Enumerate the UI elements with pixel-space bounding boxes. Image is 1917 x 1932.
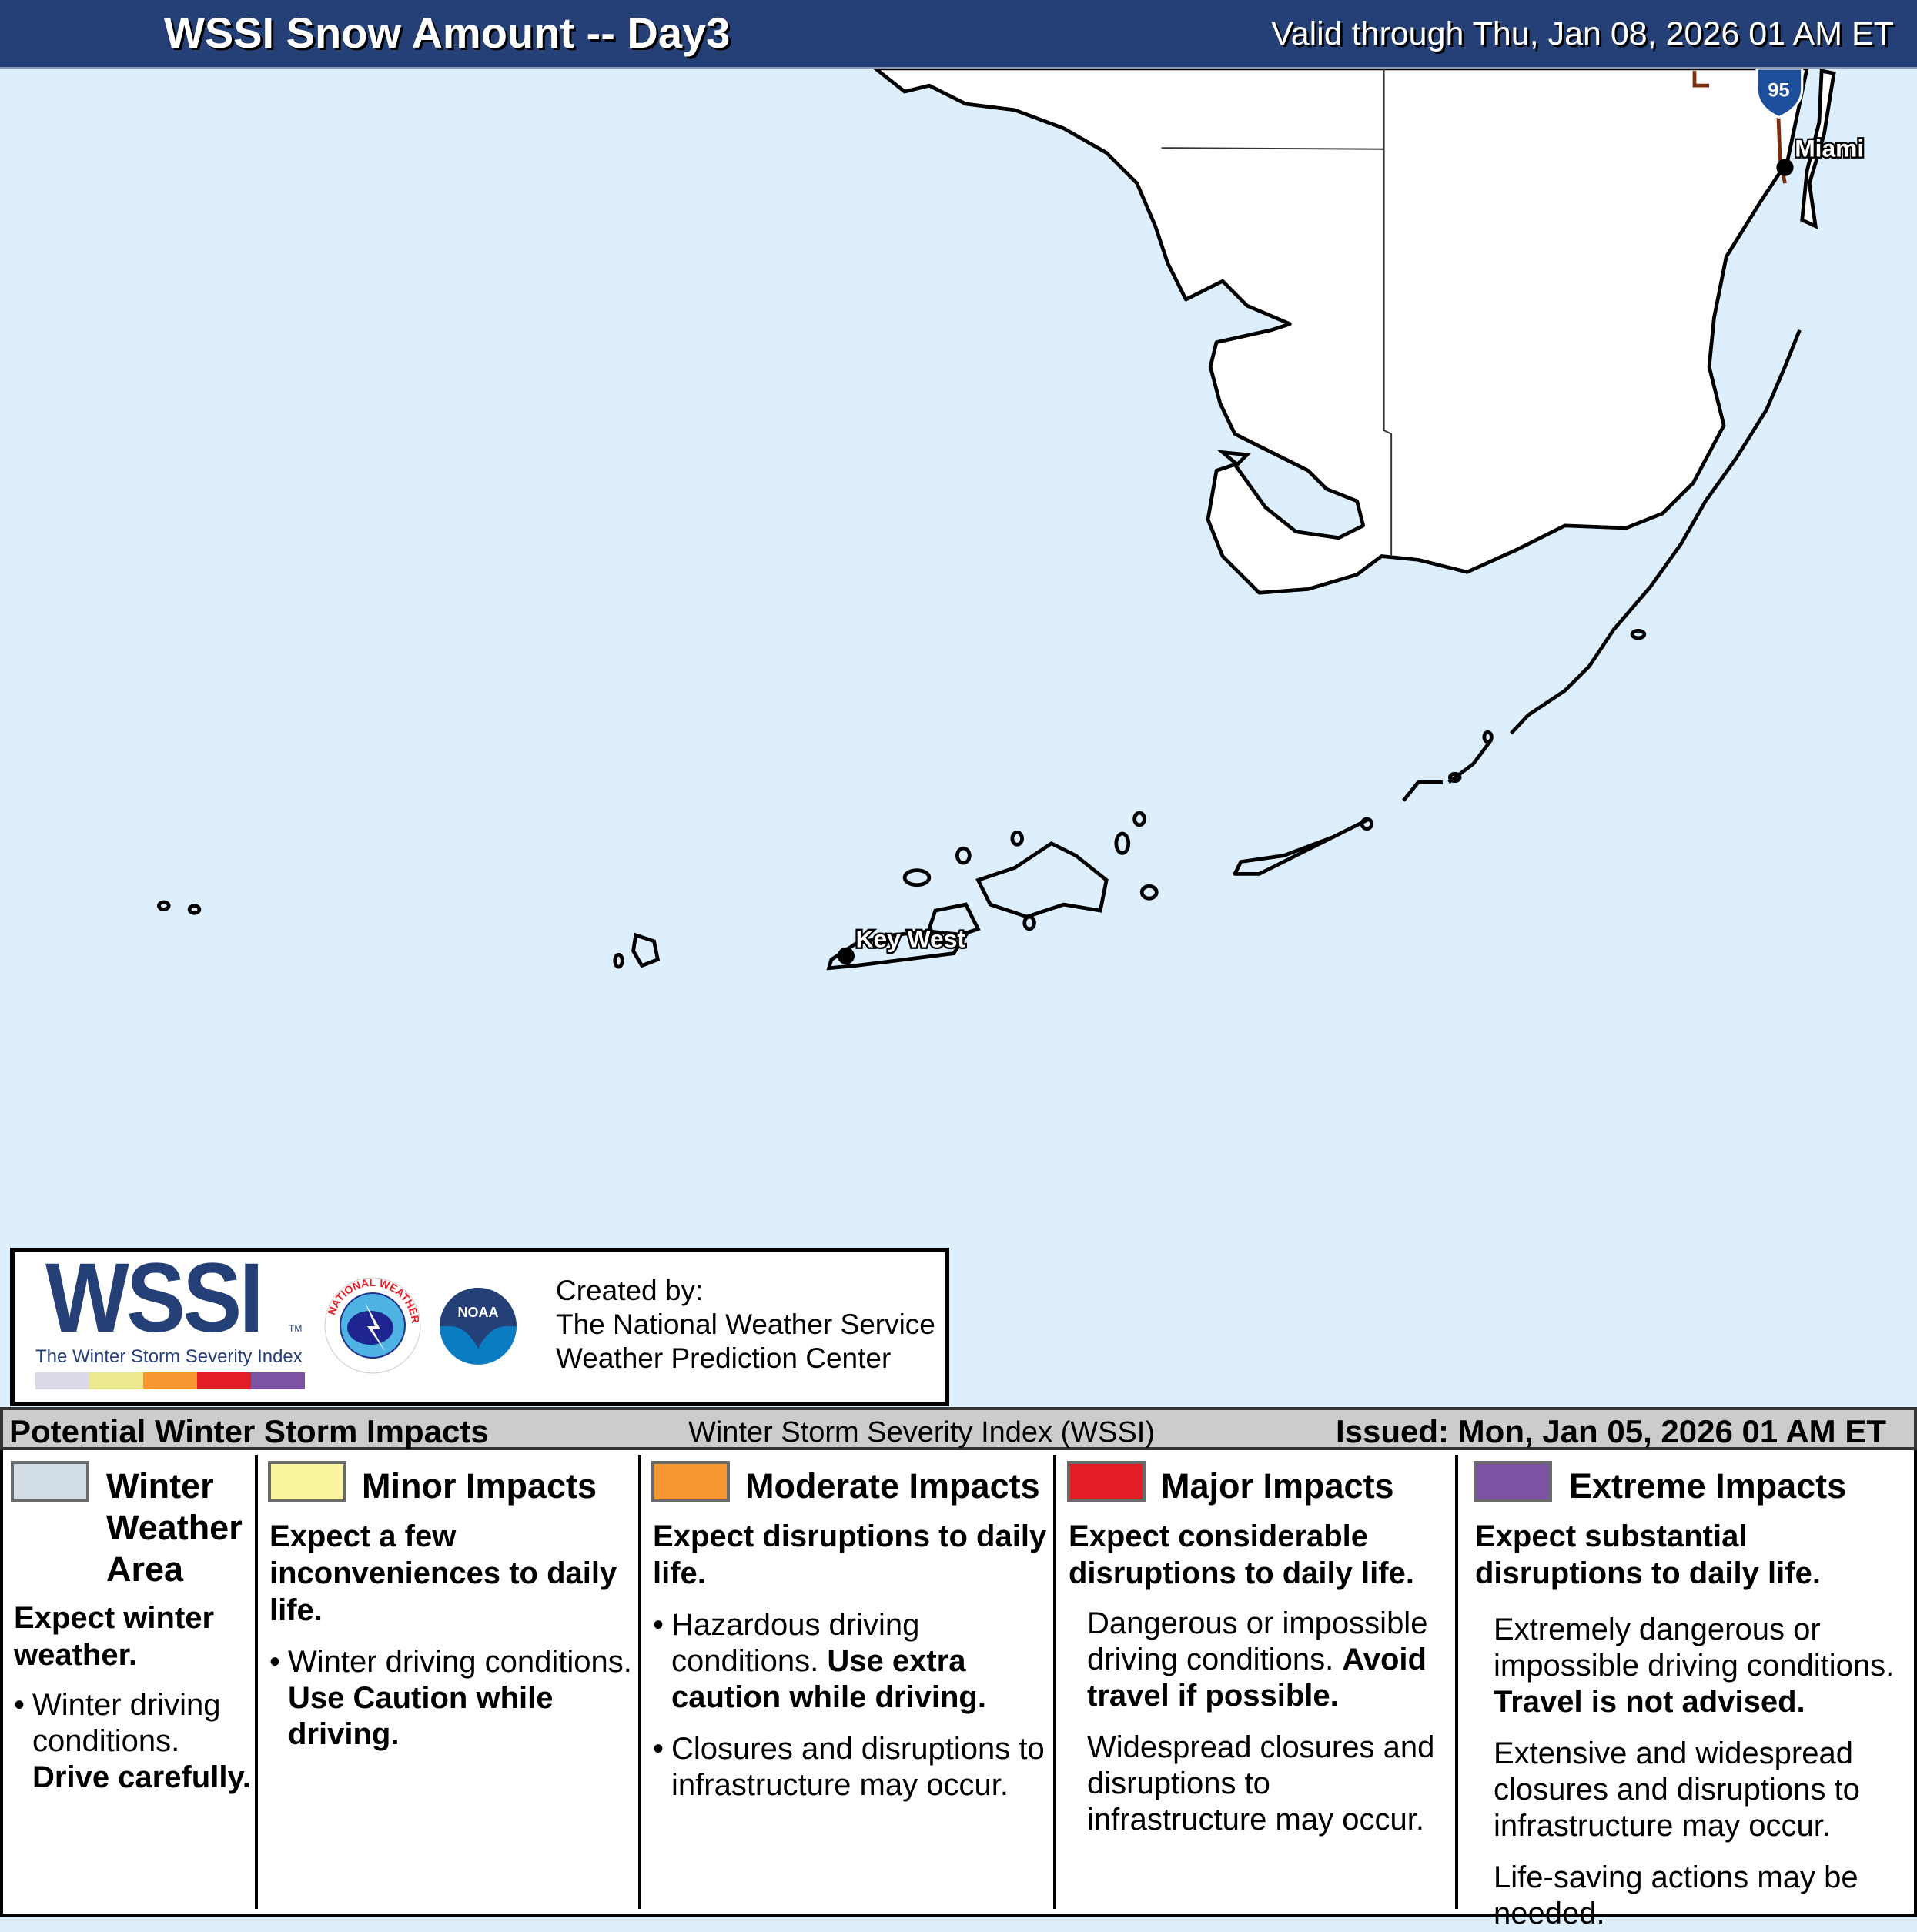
interstate-95-shield-icon: 95	[1755, 67, 1804, 119]
column-title: Winter Weather Area	[106, 1466, 253, 1590]
impact-item: Dangerous or impossible driving conditio…	[1069, 1606, 1454, 1714]
minor-impacts-title: Minor Impacts	[362, 1466, 597, 1506]
wssi-logo: WSSI	[45, 1243, 264, 1353]
winter-weather-title: Winter Weather Area	[106, 1466, 243, 1589]
major-impacts-swatch	[1067, 1461, 1146, 1502]
color-swatch	[35, 1372, 89, 1389]
impact-item: Life-saving actions may be needed.	[1475, 1860, 1917, 1932]
impact-text: Hazardous driving conditions.	[671, 1608, 920, 1678]
florida-mainland	[873, 66, 1809, 595]
wssi-subtitle: The Winter Storm Severity Index	[35, 1346, 303, 1367]
impact-item: Winter driving conditions. Use Caution w…	[269, 1644, 635, 1753]
nws-logo-icon: NATIONAL WEATHER SERVICE	[323, 1275, 422, 1374]
valid-time: Valid through Thu, Jan 08, 2026 01 AM ET	[1271, 15, 1894, 52]
wssi-trademark: TM	[289, 1323, 303, 1334]
logo-credits-box: WSSI TM The Winter Storm Severity Index …	[10, 1248, 949, 1406]
column-headline: Expect substantial disruptions to daily …	[1475, 1519, 1821, 1590]
credits: Created by: The National Weather Service…	[556, 1274, 935, 1375]
impact-text: Extremely dangerous or impossible drivin…	[1494, 1613, 1895, 1683]
legend-column-major: Expect considerable disruptions to daily…	[1069, 1518, 1454, 1838]
color-swatch	[143, 1372, 197, 1389]
issued-time: Issued: Mon, Jan 05, 2026 01 AM ET	[1335, 1413, 1886, 1449]
impact-action: Travel is not advised.	[1494, 1685, 1805, 1719]
legend-column-winter-weather: Expect winter weather. Winter driving co…	[14, 1599, 253, 1796]
extreme-impacts-title: Extreme Impacts	[1569, 1466, 1847, 1506]
credits-line: Weather Prediction Center	[556, 1342, 892, 1374]
column-headline: Expect a few inconveniences to daily lif…	[269, 1519, 617, 1627]
header-bar: WSSI Snow Amount -- Day3 Valid through T…	[0, 0, 1917, 69]
lower-keys-islands	[157, 450, 1647, 971]
impact-item: Extensive and widespread closures and di…	[1475, 1736, 1917, 1844]
impact-item: Winter driving conditions. Drive careful…	[14, 1687, 253, 1796]
key-west-city-dot	[837, 947, 855, 964]
miami-city-dot	[1776, 159, 1794, 176]
impact-item: Hazardous driving conditions. Use extra …	[653, 1607, 1049, 1716]
moderate-impacts-title: Moderate Impacts	[745, 1466, 1040, 1506]
legend-column-minor: Expect a few inconveniences to daily lif…	[269, 1518, 635, 1753]
divider	[1455, 1455, 1458, 1909]
noaa-logo-icon: NOAA	[429, 1277, 527, 1375]
legend-column-moderate: Expect disruptions to daily life. Hazard…	[653, 1518, 1049, 1803]
impact-action: Use extra caution while driving.	[671, 1644, 986, 1714]
column-headline: Expect considerable disruptions to daily…	[1069, 1519, 1414, 1590]
county-line	[1161, 68, 1393, 557]
svg-text:95: 95	[1768, 79, 1789, 101]
column-headline: Expect disruptions to daily life.	[653, 1519, 1047, 1590]
impact-text: Life-saving actions may be needed.	[1494, 1860, 1858, 1930]
impact-action: Use Caution while driving.	[288, 1681, 554, 1751]
map-title: WSSI Snow Amount -- Day3	[164, 8, 731, 57]
wssi-color-bar	[35, 1372, 305, 1389]
miami-beach	[1800, 69, 1836, 229]
impact-item: Extremely dangerous or impossible drivin…	[1475, 1612, 1917, 1720]
impact-text: Dangerous or impossible driving conditio…	[1087, 1606, 1428, 1676]
credits-line: The National Weather Service	[556, 1309, 935, 1340]
color-swatch	[251, 1372, 305, 1389]
impacts-legend: Winter Weather Area Expect winter weathe…	[0, 1450, 1917, 1930]
svg-text:NOAA: NOAA	[458, 1305, 499, 1320]
key-west-label: Key West	[856, 925, 966, 953]
index-name: Winter Storm Severity Index (WSSI)	[688, 1416, 1156, 1449]
impact-item: Widespread closures and disruptions to i…	[1069, 1730, 1454, 1838]
winter-weather-swatch	[11, 1461, 89, 1502]
minor-impacts-swatch	[268, 1461, 346, 1502]
impact-text: Extensive and widespread closures and di…	[1494, 1736, 1860, 1843]
impact-action: Drive carefully.	[32, 1760, 251, 1794]
divider	[638, 1455, 641, 1909]
impact-text: Winter driving conditions.	[32, 1688, 221, 1758]
credits-line: Created by:	[556, 1275, 704, 1306]
major-impacts-title: Major Impacts	[1161, 1466, 1394, 1506]
color-swatch	[197, 1372, 251, 1389]
impacts-title-bar: Potential Winter Storm Impacts Winter St…	[0, 1407, 1917, 1450]
column-headline: Expect winter weather.	[14, 1601, 215, 1672]
divider	[1053, 1455, 1056, 1909]
extreme-impacts-swatch	[1474, 1461, 1552, 1502]
florida-keys-upper	[1233, 329, 1802, 876]
divider	[255, 1455, 258, 1909]
legend-column-extreme: Expect substantial disruptions to daily …	[1475, 1518, 1917, 1932]
impact-text: Closures and disruptions to infrastructu…	[671, 1732, 1045, 1802]
impact-text: Winter driving conditions.	[288, 1645, 632, 1679]
impact-action: Avoid travel if possible.	[1087, 1643, 1427, 1713]
moderate-impacts-swatch	[651, 1461, 730, 1502]
miami-label: Miami	[1795, 134, 1864, 162]
impact-item: Closures and disruptions to infrastructu…	[653, 1731, 1049, 1803]
impact-text: Widespread closures and disruptions to i…	[1087, 1730, 1435, 1837]
color-swatch	[89, 1372, 143, 1389]
impacts-title: Potential Winter Storm Impacts	[9, 1413, 489, 1449]
